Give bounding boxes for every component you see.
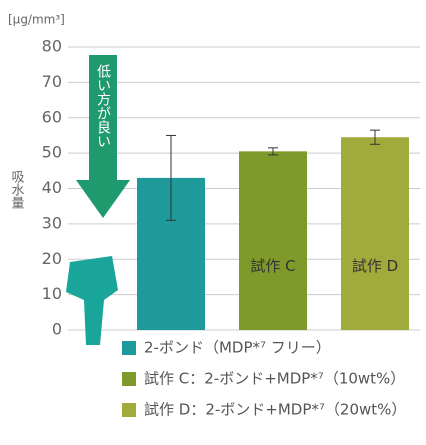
arrow: 低い方が良い	[76, 55, 130, 218]
y-tick-label: 40	[42, 178, 62, 197]
y-tick-label: 20	[42, 249, 62, 268]
y-tick-label: 30	[42, 213, 62, 232]
bar	[341, 137, 409, 330]
bar-label: 試作 D	[352, 257, 398, 275]
bar	[239, 151, 307, 330]
y-tick-label: 80	[42, 37, 62, 56]
legend-swatch	[122, 372, 136, 386]
y-tick-label: 50	[42, 143, 62, 162]
legend-label: 試作 C：2-ボンド+MDP*⁷（10wt%）	[144, 370, 405, 388]
y-tick-label: 0	[52, 320, 62, 339]
unit-label: [μg/mm³]	[8, 13, 65, 27]
y-tick-label: 60	[42, 107, 62, 126]
legend-swatch	[122, 341, 136, 355]
legend-swatch	[122, 403, 136, 417]
bar-label: 試作 C	[250, 257, 295, 275]
arrow-text: 低い方が良い	[95, 64, 111, 148]
arrow-body	[89, 55, 117, 183]
y-axis-label: 吸水量	[9, 170, 25, 209]
toothbrush-icon	[66, 256, 118, 345]
y-tick-label: 10	[42, 284, 62, 303]
icon-shape	[66, 256, 118, 345]
legend-label: 試作 D：2-ボンド+MDP*⁷（20wt%）	[144, 401, 406, 419]
arrow-head	[76, 180, 130, 218]
legend-label: 2-ボンド（MDP*⁷ フリー）	[144, 339, 331, 357]
y-tick-label: 70	[42, 72, 62, 91]
